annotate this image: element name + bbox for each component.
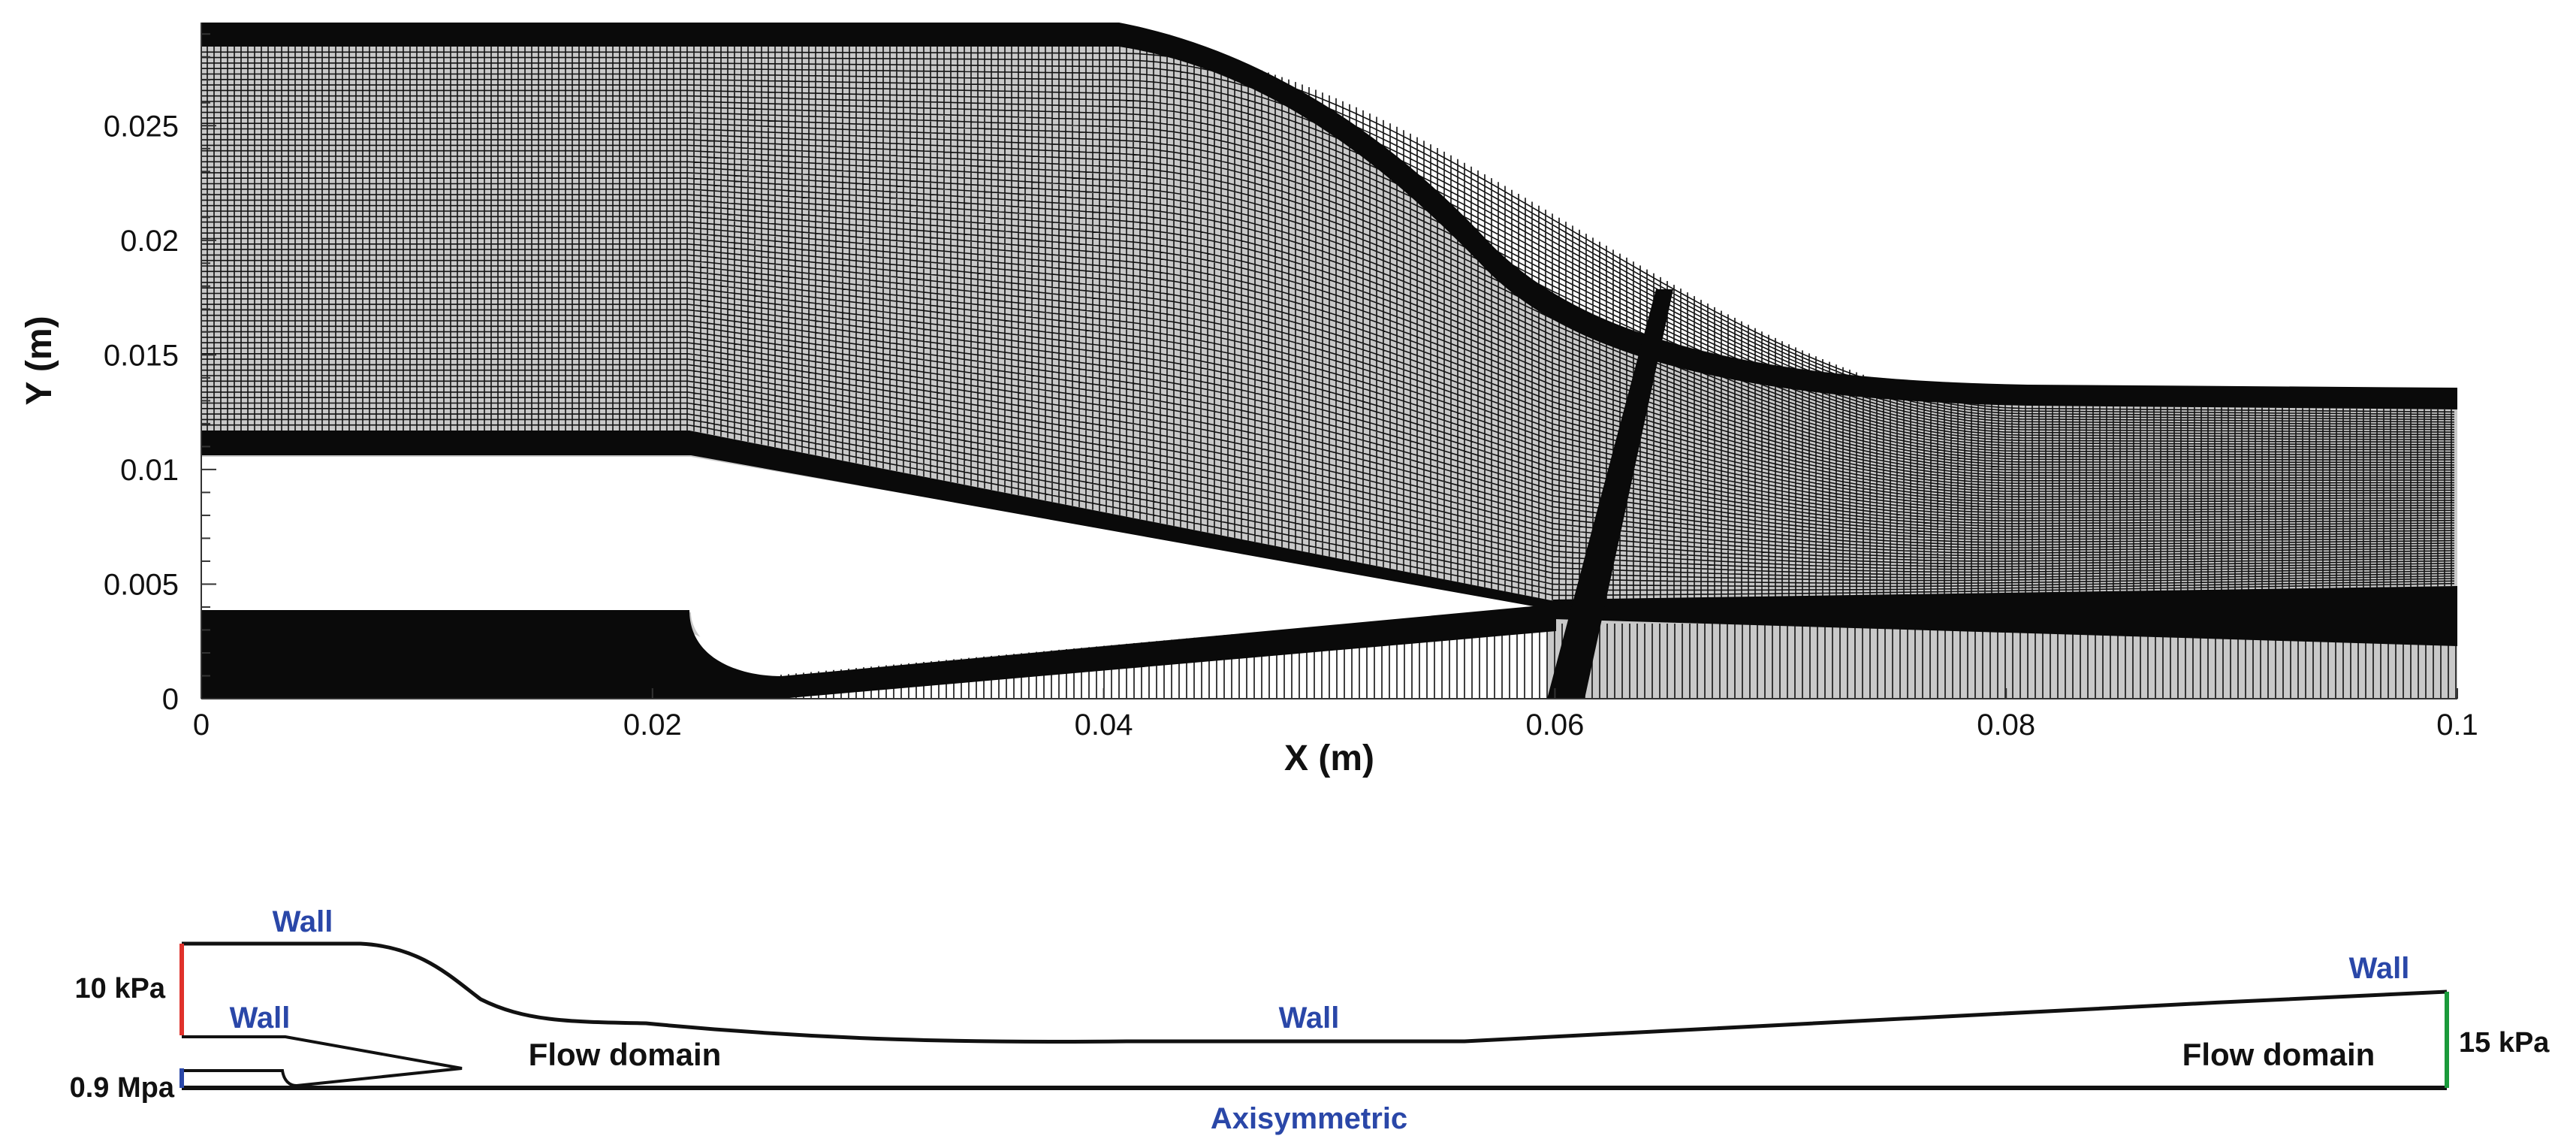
y-tick-label: 0.02	[120, 225, 179, 258]
x-tick-label: 0.08	[1977, 708, 2035, 742]
shear-layer-band	[1553, 586, 2457, 646]
x-axis-title: X (m)	[1284, 739, 1374, 778]
x-tick-label: 0	[193, 708, 210, 742]
right-wall-label: Wall	[2349, 952, 2410, 985]
inlet-outer-pressure-label: 10 kPa	[75, 973, 166, 1005]
y-axis-title: Y (m)	[20, 316, 59, 405]
middle-wall-label: Wall	[1279, 1001, 1340, 1035]
lip-body	[201, 457, 1553, 675]
y-tick-label: 0.015	[104, 339, 179, 372]
axisymmetric-label: Axisymmetric	[1211, 1102, 1407, 1135]
y-tick-labels: 0 0.005 0.01 0.015 0.02 0.025	[104, 110, 179, 716]
x-tick-labels: 0 0.02 0.04 0.06 0.08 0.1	[193, 688, 2478, 742]
y-tick-label: 0	[162, 683, 179, 716]
oblique-shock-band	[1547, 289, 1673, 699]
inlet-inner-pressure-label: 0.9 Mpa	[70, 1072, 175, 1104]
y-minor-ticks	[201, 33, 216, 699]
mesh-plot: 0 0.02 0.04 0.06 0.08 0.1 0 0.005 0.01 0.015 0.02…	[20, 23, 2478, 778]
lip-upper-band	[201, 430, 1555, 610]
centerbody-band	[201, 604, 1556, 699]
x-tick-label: 0.06	[1525, 708, 1584, 742]
inner-wall-label: Wall	[230, 1001, 291, 1035]
y-tick-label: 0.005	[104, 568, 179, 601]
top-wall-label: Wall	[273, 905, 333, 938]
x-tick-label: 0.1	[2436, 708, 2478, 742]
flow-domain-right-label: Flow domain	[2182, 1037, 2375, 1072]
outlet-pressure-label: 15 kPa	[2459, 1027, 2550, 1059]
x-tick-label: 0.02	[623, 708, 682, 742]
y-tick-label: 0.025	[104, 110, 179, 143]
inner-nozzle-line	[182, 1035, 463, 1088]
y-tick-label: 0.01	[120, 454, 179, 487]
flow-domain-left-label: Flow domain	[529, 1037, 722, 1072]
x-tick-label: 0.04	[1075, 708, 1133, 742]
outer-wall-line	[182, 941, 2448, 1044]
boundary-condition-schematic: Wall Wall Wall Wall 10 kPa 0.9 Mpa 15 kP…	[70, 905, 2550, 1135]
